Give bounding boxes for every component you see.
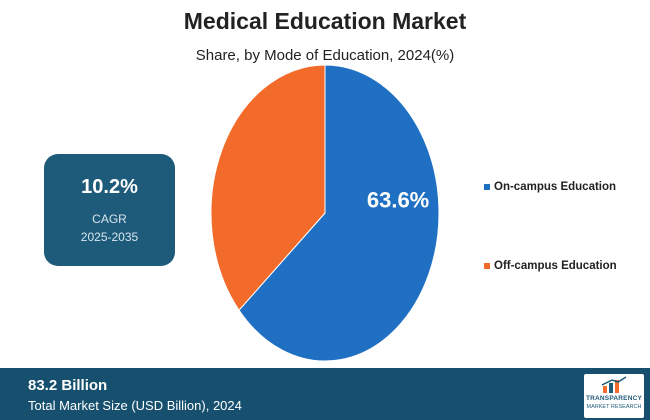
footer-bar: 83.2 Billion Total Market Size (USD Bill… xyxy=(0,368,650,420)
pie-slice-1 xyxy=(238,64,440,362)
cagr-box: 10.2% CAGR 2025-2035 xyxy=(44,154,175,266)
cagr-label: CAGR xyxy=(92,212,127,226)
legend-label-1: On-campus Education xyxy=(494,181,616,193)
logo-text-line1: TRANSPARENCY xyxy=(585,395,643,402)
total-market-size-value: 83.2 Billion xyxy=(28,377,108,394)
chart-title: Medical Education Market xyxy=(183,8,467,34)
logo-text-line2: MARKET RESEARCH xyxy=(586,404,642,410)
slice-data-label-1: 63.6% xyxy=(367,188,429,213)
chart-subtitle: Share, by Mode of Education, 2024(%) xyxy=(195,47,455,64)
legend-swatch-2 xyxy=(484,263,490,269)
total-market-size-label: Total Market Size (USD Billion), 2024 xyxy=(28,398,242,413)
pie-slice-2 xyxy=(210,64,326,311)
legend-swatch-1 xyxy=(484,184,490,190)
cagr-range: 2025-2035 xyxy=(80,230,139,244)
logo-arrow-icon xyxy=(601,376,627,393)
cagr-value: 10.2% xyxy=(81,176,138,198)
legend-label-2: Off-campus Education xyxy=(494,260,617,272)
company-logo: TRANSPARENCY MARKET RESEARCH xyxy=(584,374,644,418)
